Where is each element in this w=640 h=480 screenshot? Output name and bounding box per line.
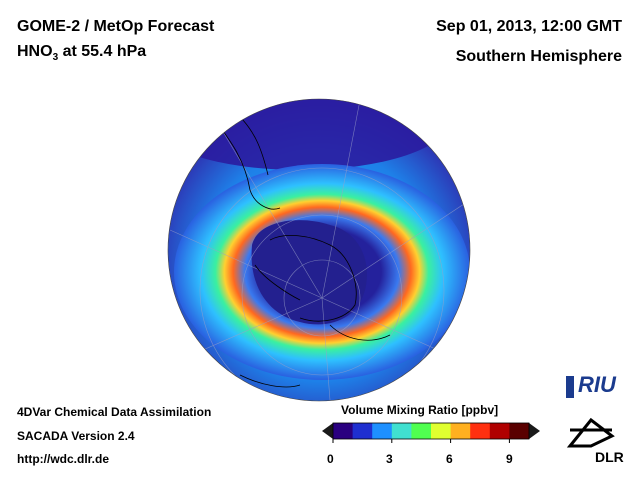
colorbar-over-arrow	[529, 423, 540, 439]
colorbar-tick-0: 0	[327, 452, 334, 466]
footer-version: SACADA Version 2.4	[17, 429, 135, 443]
colorbar-segment	[352, 423, 373, 439]
low-values-cap	[168, 99, 450, 170]
riu-logo-mark	[566, 376, 574, 398]
title-product: GOME-2 / MetOp Forecast	[17, 18, 215, 35]
colorbar-border	[332, 422, 530, 440]
dlr-logo-text: DLR	[595, 449, 624, 465]
footer-url[interactable]: http://wdc.dlr.de	[17, 452, 109, 466]
title-region: Southern Hemisphere	[455, 48, 622, 65]
title-species: HNO3 at 55.4 hPa	[17, 43, 146, 63]
colorbar-title: Volume Mixing Ratio [ppbv]	[341, 403, 499, 417]
species-subscript: 3	[52, 52, 59, 64]
globe-outline	[167, 98, 471, 402]
species-formula: HNO	[17, 43, 53, 60]
colorbar-segment	[333, 423, 354, 439]
graticule	[169, 99, 470, 401]
species-level: at 55.4 hPa	[58, 43, 147, 60]
footer-method: 4DVar Chemical Data Assimilation	[17, 405, 212, 419]
colorbar-segment	[489, 423, 510, 439]
colorbar-segment	[372, 423, 393, 439]
colorbar-segment	[431, 423, 452, 439]
colorbar-segment	[450, 423, 471, 439]
polar-vortex-core	[251, 220, 367, 325]
riu-logo: RIU	[578, 372, 616, 397]
colorbar-segment	[470, 423, 491, 439]
colorbar-segment	[509, 423, 530, 439]
colorbar-segment	[391, 423, 412, 439]
title-date: Sep 01, 2013, 12:00 GMT	[436, 18, 622, 35]
dlr-logo-icon	[566, 417, 615, 448]
colorbar-segment	[411, 423, 432, 439]
colorbar-tick-3: 3	[386, 452, 393, 466]
colorbar-under-arrow	[322, 423, 333, 439]
colorbar-tick-6: 6	[446, 452, 453, 466]
colorbar-tick-9: 9	[506, 452, 513, 466]
